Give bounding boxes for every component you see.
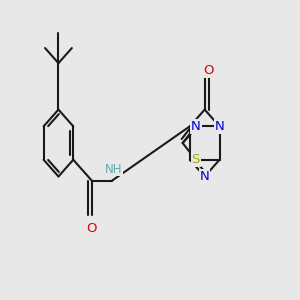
Text: S: S [191, 153, 200, 166]
Text: N: N [214, 120, 224, 133]
Text: N: N [200, 170, 210, 183]
Text: O: O [87, 222, 97, 235]
Text: NH: NH [104, 163, 122, 176]
Text: N: N [191, 120, 201, 133]
Text: O: O [204, 64, 214, 76]
